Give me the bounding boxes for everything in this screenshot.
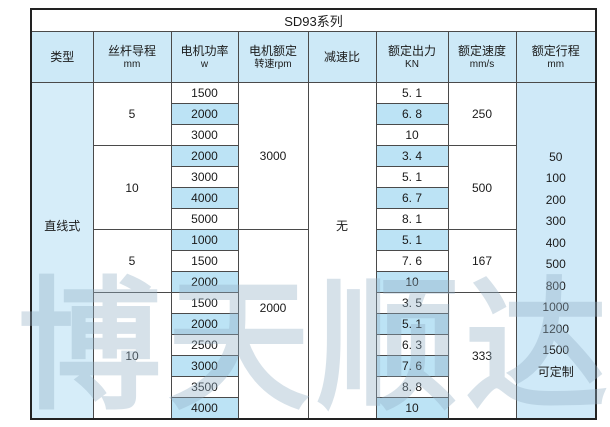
stroke-value: 500 (545, 257, 566, 272)
table-row: 2500 6. 3 (31, 334, 596, 356)
power-cell: 1500 (170, 82, 239, 104)
lead-group-cell: 5 (92, 82, 172, 146)
col-header-motor-power: 电机功率 w (170, 31, 239, 83)
stroke-value: 50 (549, 149, 563, 164)
output-cell: 7. 6 (375, 355, 449, 377)
stroke-cell: 50 100 200 300 400 500 800 1000 1200 150… (515, 82, 597, 420)
power-cell: 3500 (170, 376, 239, 398)
table-row: 2000 5. 1 (31, 313, 596, 335)
output-cell: 10 (375, 124, 449, 146)
stroke-value: 800 (545, 278, 566, 293)
table-row: 2000 6. 8 (31, 103, 596, 125)
speed-group-cell: 250 (447, 82, 517, 146)
col-header-rated-output: 额定出力 KN (375, 31, 449, 83)
table-row: 5000 8. 1 (31, 208, 596, 230)
output-cell: 8. 8 (375, 376, 449, 398)
lead-group-cell: 5 (92, 229, 172, 293)
output-cell: 10 (375, 271, 449, 293)
power-cell: 2000 (170, 103, 239, 125)
speed-group-cell: 167 (447, 229, 517, 293)
col-header-reduction-ratio: 减速比 (307, 31, 377, 83)
power-cell: 1000 (170, 229, 239, 251)
spec-table: SD93系列 类型 丝杆导程 mm 电机功率 w 电机额定 转速rpm 减速比 额定出… (30, 8, 598, 420)
output-cell: 5. 1 (375, 313, 449, 335)
power-cell: 5000 (170, 208, 239, 230)
power-cell: 2000 (170, 145, 239, 167)
output-cell: 8. 1 (375, 208, 449, 230)
output-cell: 10 (375, 397, 449, 420)
table-row: 直线式 5 1500 3000 无 5. 1 250 50 100 200 30… (30, 82, 597, 420)
power-cell: 1500 (170, 292, 239, 314)
stroke-value: 1200 (542, 321, 570, 336)
stroke-value: 1500 (542, 343, 570, 358)
table-row: 5 1000 2000 5. 1 167 (31, 229, 596, 420)
lead-group-cell: 10 (92, 145, 172, 230)
stroke-value: 200 (545, 192, 566, 207)
col-header-type: 类型 (30, 31, 94, 83)
power-cell: 4000 (170, 397, 239, 420)
reduction-ratio-cell: 无 (307, 82, 377, 420)
power-cell: 3000 (170, 355, 239, 377)
output-cell: 6. 8 (375, 103, 449, 125)
power-cell: 2500 (170, 334, 239, 356)
table-row: 3000 7. 6 (31, 355, 596, 377)
stroke-value: 可定制 (537, 364, 574, 379)
output-cell: 6. 7 (375, 187, 449, 209)
power-cell: 3000 (170, 166, 239, 188)
col-header-motor-rated-speed: 电机额定 转速rpm (237, 31, 309, 83)
stroke-value: 100 (545, 171, 566, 186)
power-cell: 1500 (170, 250, 239, 272)
output-cell: 6. 3 (375, 334, 449, 356)
power-cell: 2000 (170, 271, 239, 293)
output-cell: 3. 4 (375, 145, 449, 167)
speed-group-cell: 333 (447, 292, 517, 420)
stroke-value-list: 50 100 200 300 400 500 800 1000 1200 150… (517, 118, 595, 384)
output-cell: 3. 5 (375, 292, 449, 314)
type-cell: 直线式 (30, 82, 94, 420)
col-header-rated-stroke: 额定行程 mm (515, 31, 597, 83)
output-cell: 5. 1 (375, 166, 449, 188)
col-header-rated-speed: 额定速度 mm/s (447, 31, 517, 83)
rpm-group-cell: 3000 (237, 82, 309, 230)
output-cell: 7. 6 (375, 250, 449, 272)
power-cell: 4000 (170, 187, 239, 209)
table-row: 4000 10 (31, 397, 596, 420)
table-title: SD93系列 (30, 8, 597, 32)
table-row: 4000 6. 7 (31, 187, 596, 209)
col-header-screw-lead: 丝杆导程 mm (92, 31, 172, 83)
lead-group-cell: 10 (92, 292, 172, 420)
power-cell: 3000 (170, 124, 239, 146)
rpm-group-cell: 2000 (237, 229, 309, 420)
output-cell: 5. 1 (375, 229, 449, 251)
output-cell: 5. 1 (375, 82, 449, 104)
stroke-value: 400 (545, 235, 566, 250)
stroke-value: 1000 (542, 300, 570, 315)
speed-group-cell: 500 (447, 145, 517, 230)
stroke-value: 300 (545, 214, 566, 229)
table-row: 3500 8. 8 (31, 376, 596, 398)
power-cell: 2000 (170, 313, 239, 335)
